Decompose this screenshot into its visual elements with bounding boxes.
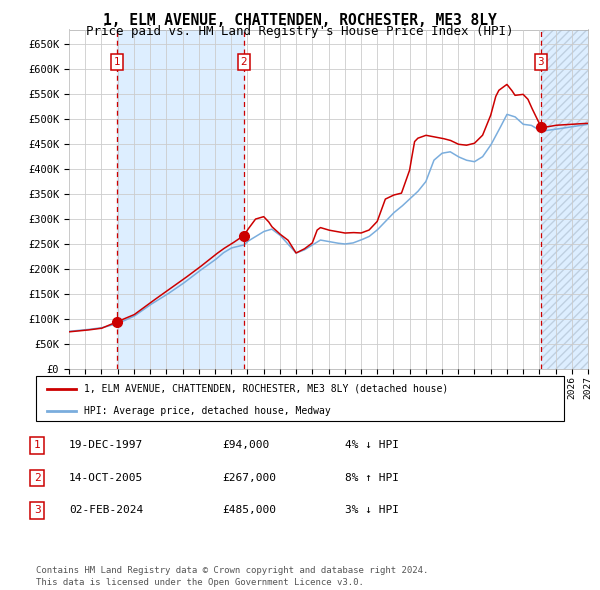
Text: 3% ↓ HPI: 3% ↓ HPI [345, 506, 399, 515]
Text: Price paid vs. HM Land Registry's House Price Index (HPI): Price paid vs. HM Land Registry's House … [86, 25, 514, 38]
Text: 1: 1 [113, 57, 121, 67]
Text: 2: 2 [241, 57, 247, 67]
Text: 8% ↑ HPI: 8% ↑ HPI [345, 473, 399, 483]
Text: 1: 1 [34, 441, 41, 450]
Text: £485,000: £485,000 [222, 506, 276, 515]
Text: HPI: Average price, detached house, Medway: HPI: Average price, detached house, Medw… [83, 406, 330, 416]
Bar [541, 30, 588, 369]
Bar [117, 30, 244, 369]
Text: 3: 3 [538, 57, 544, 67]
Text: 1, ELM AVENUE, CHATTENDEN, ROCHESTER, ME3 8LY (detached house): 1, ELM AVENUE, CHATTENDEN, ROCHESTER, ME… [83, 384, 448, 394]
Bar [541, 30, 588, 369]
Text: 19-DEC-1997: 19-DEC-1997 [69, 441, 143, 450]
Text: £267,000: £267,000 [222, 473, 276, 483]
Text: 02-FEB-2024: 02-FEB-2024 [69, 506, 143, 515]
Text: 2: 2 [34, 473, 41, 483]
Text: 14-OCT-2005: 14-OCT-2005 [69, 473, 143, 483]
Text: £94,000: £94,000 [222, 441, 269, 450]
Text: 4% ↓ HPI: 4% ↓ HPI [345, 441, 399, 450]
Text: Contains HM Land Registry data © Crown copyright and database right 2024.
This d: Contains HM Land Registry data © Crown c… [36, 566, 428, 587]
Text: 3: 3 [34, 506, 41, 515]
Text: 1, ELM AVENUE, CHATTENDEN, ROCHESTER, ME3 8LY: 1, ELM AVENUE, CHATTENDEN, ROCHESTER, ME… [103, 13, 497, 28]
